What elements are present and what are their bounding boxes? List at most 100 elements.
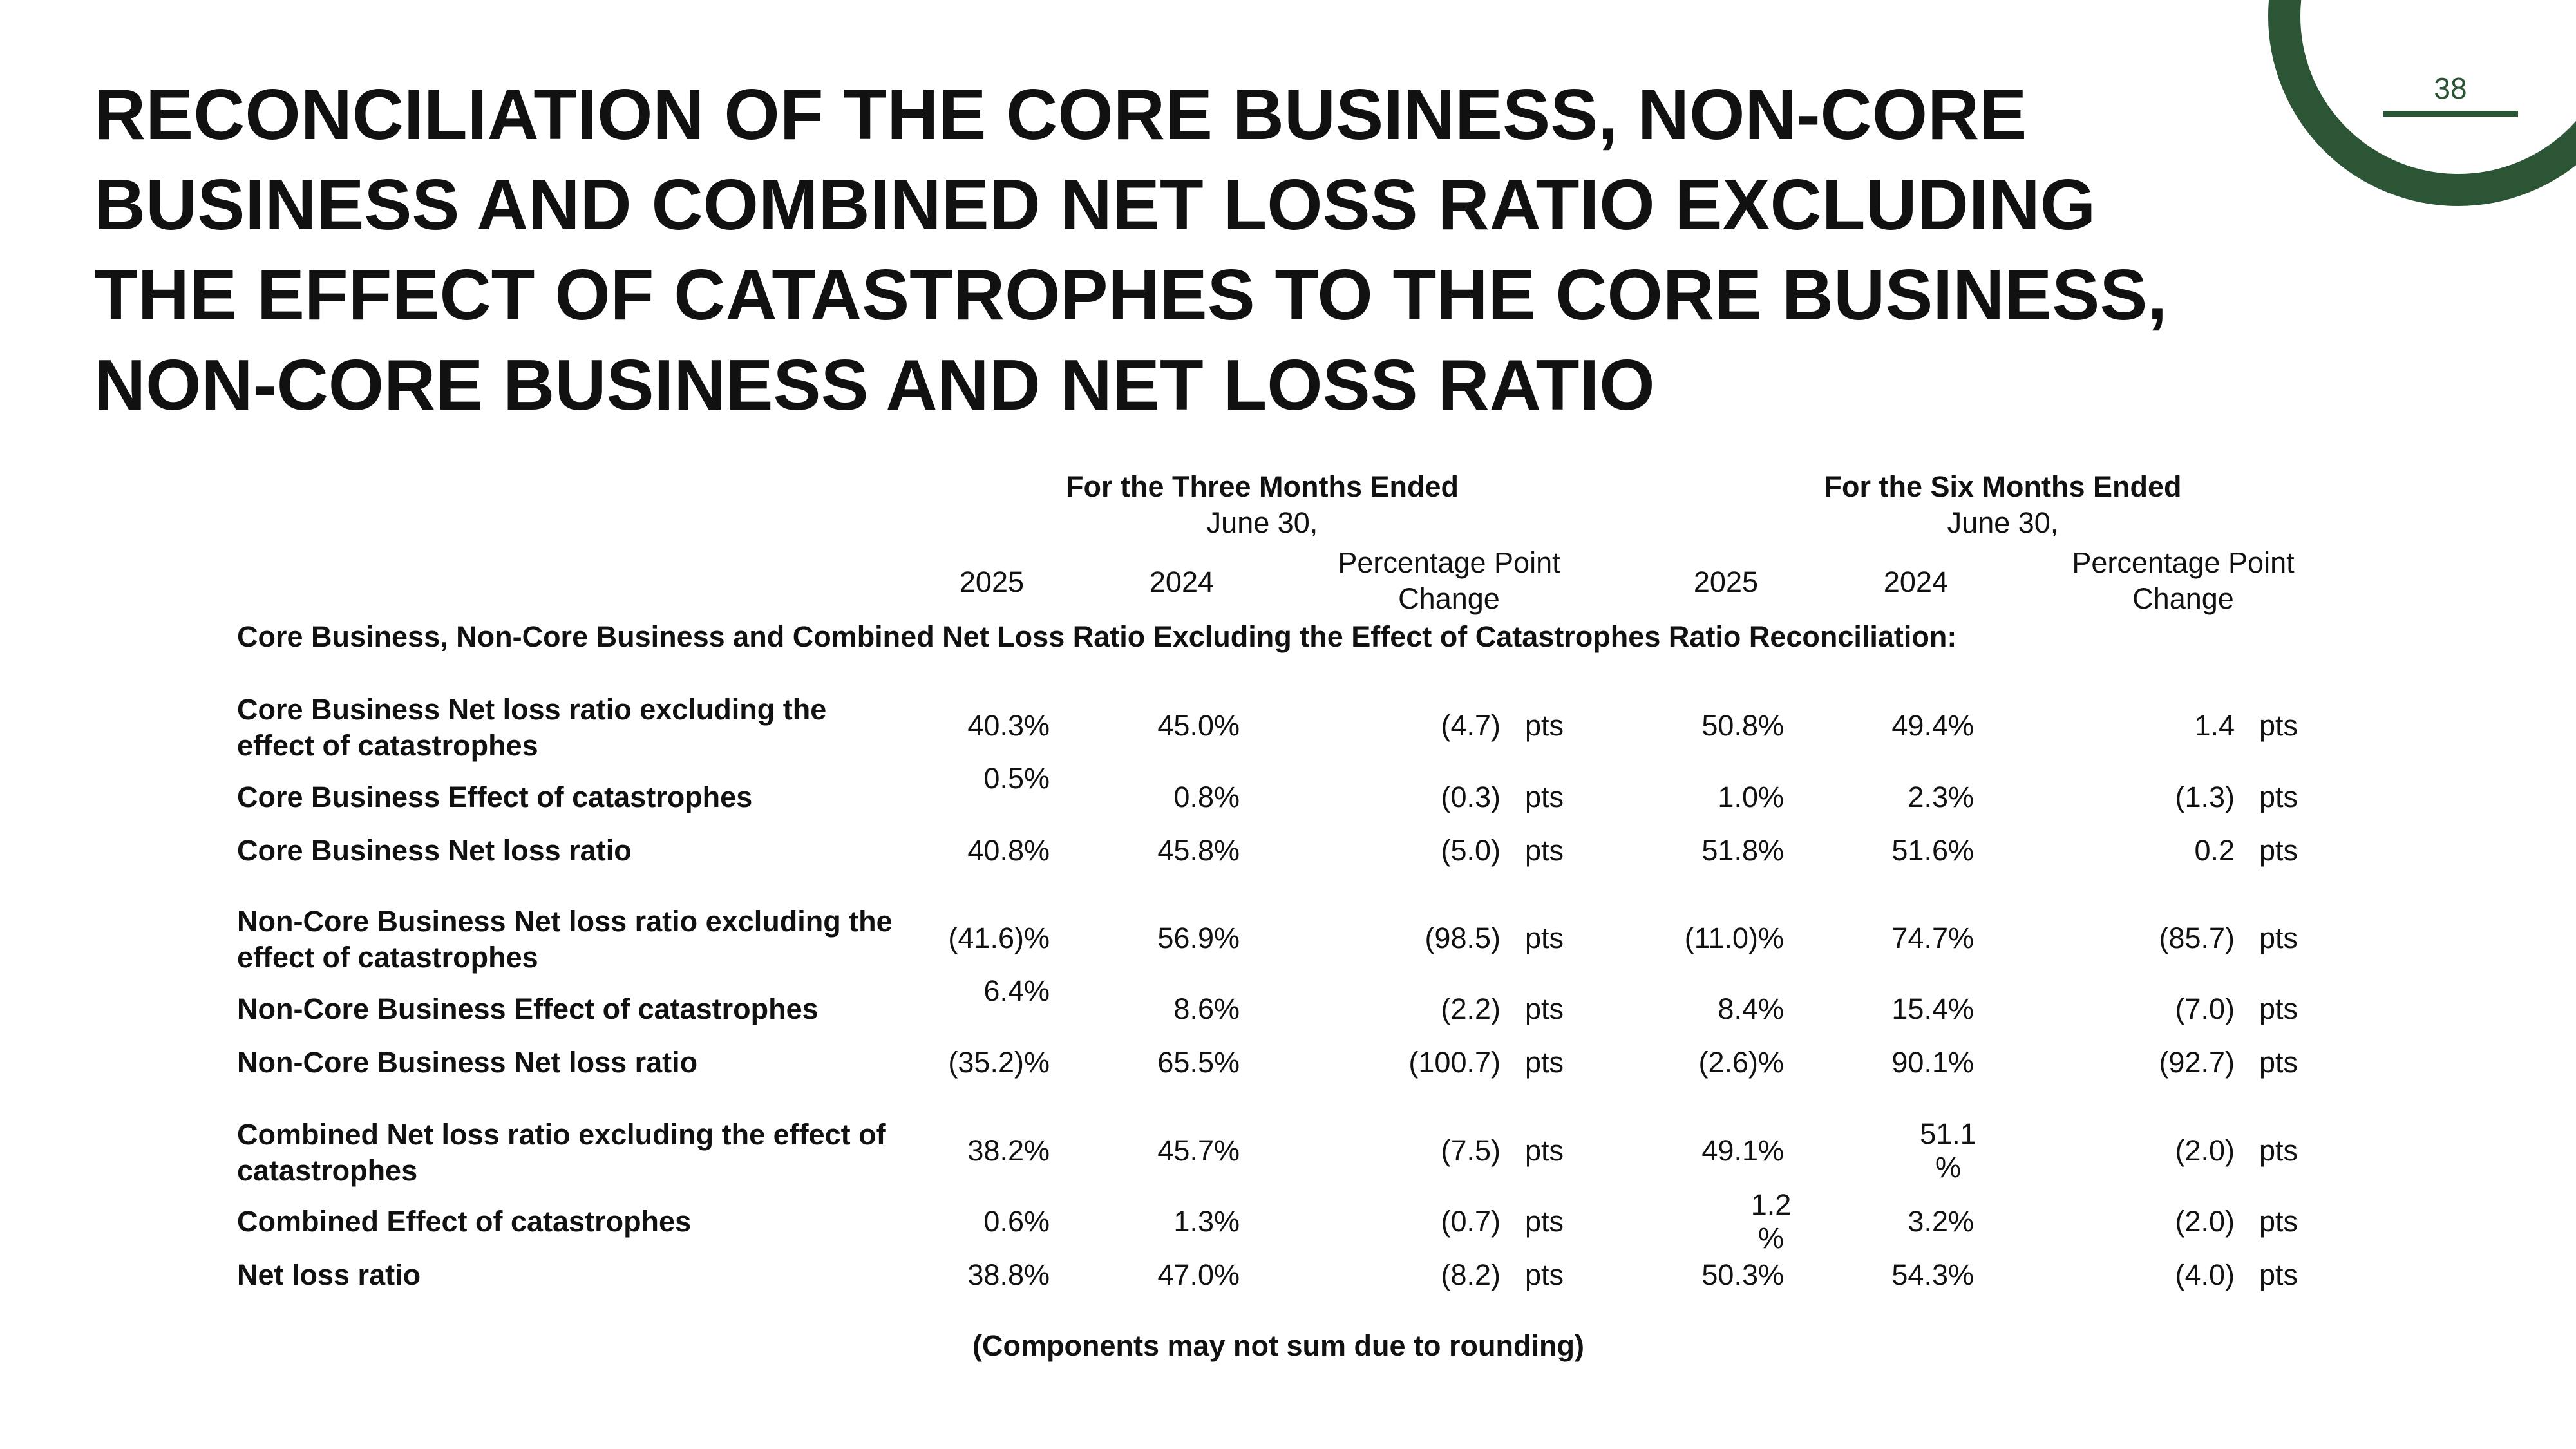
row-label: Combined Effect of catastrophes — [237, 1205, 692, 1238]
title-line: NON-CORE BUSINESS AND NET LOSS RATIO — [94, 345, 1655, 425]
page-number-underline — [2383, 111, 2518, 117]
page-number: 38 — [2434, 71, 2467, 105]
unit-pts: pts — [1525, 922, 1564, 954]
cell-change-three: (2.2) — [1441, 992, 1501, 1025]
cell-2024-six: 74.7% — [1891, 922, 1974, 954]
section-heading: Core Business, Non-Core Business and Com… — [237, 620, 1957, 653]
cell-2025-six: 8.4% — [1718, 992, 1784, 1025]
cell-change-three: (7.5) — [1441, 1134, 1501, 1167]
cell-2025-three: 38.2% — [967, 1134, 1050, 1167]
change-header-line: Change — [2132, 582, 2234, 615]
unit-pts: pts — [2259, 922, 2298, 954]
row-label-line: catastrophes — [237, 1154, 418, 1187]
row-label: Non-Core Business Net loss ratio — [237, 1046, 698, 1079]
cell-2025-six: 51.8% — [1701, 834, 1784, 867]
unit-pts: pts — [1525, 992, 1564, 1025]
cell-2025-three: 0.5% — [983, 762, 1050, 795]
cell-change-three: (0.7) — [1441, 1205, 1501, 1238]
col-change-three: Percentage Point Change — [1314, 545, 1584, 617]
cell-change-six: (85.7) — [2159, 922, 2235, 954]
cell-change-three: (5.0) — [1441, 834, 1501, 867]
six-months-header: For the Six Months Ended — [1824, 470, 2182, 503]
cell-value-part: 51.1 — [1920, 1117, 1976, 1150]
cell-change-three: (4.7) — [1441, 709, 1501, 742]
row-label: Core Business Effect of catastrophes — [237, 781, 753, 813]
cell-2025-six: 50.8% — [1701, 709, 1784, 742]
cell-2025-three: 0.6% — [983, 1205, 1050, 1238]
cell-2024-three: 0.8% — [1173, 781, 1240, 813]
cell-2024-six: 3.2% — [1908, 1205, 1974, 1238]
cell-change-three: (100.7) — [1408, 1046, 1501, 1079]
cell-value-part: % — [1935, 1151, 1961, 1184]
change-header-line: Percentage Point — [2072, 546, 2295, 579]
col-2025-three: 2025 — [959, 565, 1024, 598]
change-header-line: Percentage Point — [1338, 546, 1560, 579]
unit-pts: pts — [2259, 1258, 2298, 1291]
cell-2025-three: 40.8% — [967, 834, 1050, 867]
title-line: RECONCILIATION OF THE CORE BUSINESS, NON… — [94, 75, 2027, 155]
row-label: Net loss ratio — [237, 1258, 421, 1291]
cell-2024-six: 2.3% — [1908, 781, 1974, 813]
cell-2024-six: 54.3% — [1891, 1258, 1974, 1291]
cell-2024-three: 56.9% — [1157, 922, 1240, 954]
unit-pts: pts — [2259, 1046, 2298, 1079]
row-label: Combined Net loss ratio excluding the ef… — [237, 1117, 886, 1189]
cell-2024-three: 45.0% — [1157, 709, 1240, 742]
unit-pts: pts — [1525, 709, 1564, 742]
row-label-line: Non-Core Business Net loss ratio excludi… — [237, 905, 893, 938]
cell-change-six: (2.0) — [2175, 1205, 2235, 1238]
unit-pts: pts — [2259, 781, 2298, 813]
three-months-subheader: June 30, — [1206, 506, 1318, 539]
row-label-line: effect of catastrophes — [237, 729, 538, 762]
row-label: Core Business Net loss ratio excluding t… — [237, 692, 826, 764]
cell-change-six: 0.2 — [2194, 834, 2235, 867]
unit-pts: pts — [1525, 1134, 1564, 1167]
title-line: BUSINESS AND COMBINED NET LOSS RATIO EXC… — [94, 165, 2096, 245]
col-2024-three: 2024 — [1149, 565, 1214, 598]
unit-pts: pts — [2259, 992, 2298, 1025]
cell-2025-three: 40.3% — [967, 709, 1050, 742]
unit-pts: pts — [1525, 1046, 1564, 1079]
cell-2024-three: 8.6% — [1173, 992, 1240, 1025]
unit-pts: pts — [2259, 1205, 2298, 1238]
cell-2024-six: 90.1% — [1891, 1046, 1974, 1079]
unit-pts: pts — [1525, 834, 1564, 867]
unit-pts: pts — [2259, 709, 2298, 742]
cell-2024-six: 51.6% — [1891, 834, 1974, 867]
cell-change-three: (98.5) — [1425, 922, 1501, 954]
col-change-six: Percentage Point Change — [2048, 545, 2318, 617]
cell-2025-six: (2.6)% — [1698, 1046, 1784, 1079]
row-label: Non-Core Business Effect of catastrophes — [237, 992, 819, 1025]
row-label: Non-Core Business Net loss ratio excludi… — [237, 904, 893, 976]
unit-pts: pts — [2259, 1134, 2298, 1167]
cell-2024-three: 45.7% — [1157, 1134, 1240, 1167]
cell-2025-six: 1.2 % — [1742, 1188, 1800, 1255]
cell-2024-three: 47.0% — [1157, 1258, 1240, 1291]
unit-pts: pts — [1525, 1205, 1564, 1238]
cell-2025-three: 38.8% — [967, 1258, 1050, 1291]
cell-2024-three: 45.8% — [1157, 834, 1240, 867]
cell-change-six: (4.0) — [2175, 1258, 2235, 1291]
six-months-subheader: June 30, — [1947, 506, 2059, 539]
cell-change-three: (0.3) — [1441, 781, 1501, 813]
cell-2025-six: 1.0% — [1718, 781, 1784, 813]
cell-change-six: 1.4 — [2194, 709, 2235, 742]
cell-value-part: % — [1757, 1222, 1784, 1255]
cell-2024-six: 51.1 % — [1919, 1117, 1977, 1184]
unit-pts: pts — [1525, 1258, 1564, 1291]
cell-2025-six: (11.0)% — [1684, 922, 1784, 954]
cell-change-six: (1.3) — [2175, 781, 2235, 813]
page-title: RECONCILIATION OF THE CORE BUSINESS, NON… — [94, 70, 2284, 430]
cell-2024-six: 49.4% — [1891, 709, 1974, 742]
change-header-line: Change — [1398, 582, 1500, 615]
cell-2025-three: (35.2)% — [948, 1046, 1050, 1079]
row-label-line: effect of catastrophes — [237, 941, 538, 974]
footnote: (Components may not sum due to rounding) — [972, 1329, 1584, 1362]
cell-change-six: (7.0) — [2175, 992, 2235, 1025]
unit-pts: pts — [1525, 781, 1564, 813]
unit-pts: pts — [2259, 834, 2298, 867]
title-line: THE EFFECT OF CATASTROPHES TO THE CORE B… — [94, 255, 2168, 335]
cell-2024-six: 15.4% — [1891, 992, 1974, 1025]
cell-change-six: (92.7) — [2159, 1046, 2235, 1079]
row-label: Core Business Net loss ratio — [237, 834, 632, 867]
